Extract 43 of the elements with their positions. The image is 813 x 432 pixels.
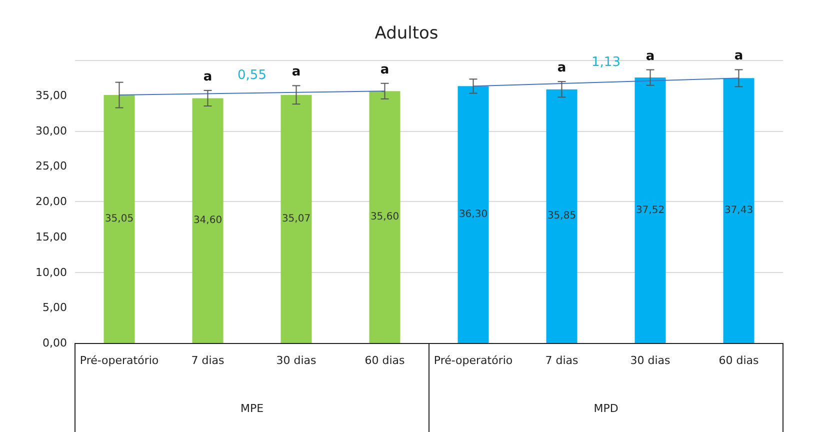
x-tick-label: 30 dias (276, 354, 317, 367)
data-label: 36,30 (458, 209, 488, 220)
data-label: 35,85 (547, 210, 576, 222)
bar (280, 94, 312, 343)
data-label: 34,60 (193, 215, 222, 226)
annotation: a (734, 48, 744, 64)
bar (192, 98, 224, 343)
annotation: a (203, 69, 212, 84)
x-tick-label: Pré-operatório (434, 354, 513, 367)
y-tick-label: 25,00 (36, 160, 67, 173)
annotation: a (292, 64, 301, 80)
x-tick-label: 30 dias (630, 354, 671, 367)
annotation: a (380, 62, 390, 78)
annotation: a (557, 60, 566, 76)
bar (546, 89, 578, 343)
x-tick-label: 60 dias (718, 354, 760, 367)
text: MPE (240, 402, 264, 415)
data-label: 35,07 (282, 213, 311, 224)
bar (723, 78, 754, 343)
y-tick-label: 0,00 (42, 336, 67, 350)
data-label: 35,05 (104, 214, 134, 225)
y-tick-label: 15,00 (36, 230, 67, 244)
chart-title: Adultos (374, 24, 438, 44)
y-tick-label: 10,00 (36, 266, 67, 279)
text: MPD (594, 402, 618, 415)
x-tick-label: 7 dias (191, 354, 225, 367)
bar (634, 78, 666, 343)
x-tick-label: 7 dias (545, 354, 579, 367)
data-label: 37,43 (724, 205, 754, 216)
y-tick-label: 30,00 (36, 124, 67, 138)
bar (369, 91, 400, 343)
y-tick-label: 20,00 (36, 195, 67, 208)
y-tick-label: 5,00 (42, 301, 67, 314)
data-label: 35,60 (370, 212, 400, 223)
data-label: 37,52 (636, 204, 665, 216)
x-tick-label: 60 dias (364, 354, 406, 367)
bar (458, 86, 489, 343)
x-tick-label: Pré-operatório (80, 354, 159, 367)
bar (104, 95, 135, 343)
annotation: a (646, 48, 655, 64)
annotation: 1,13 (592, 55, 620, 70)
y-tick-label: 35,00 (36, 88, 67, 102)
annotation: 0,55 (238, 68, 266, 84)
